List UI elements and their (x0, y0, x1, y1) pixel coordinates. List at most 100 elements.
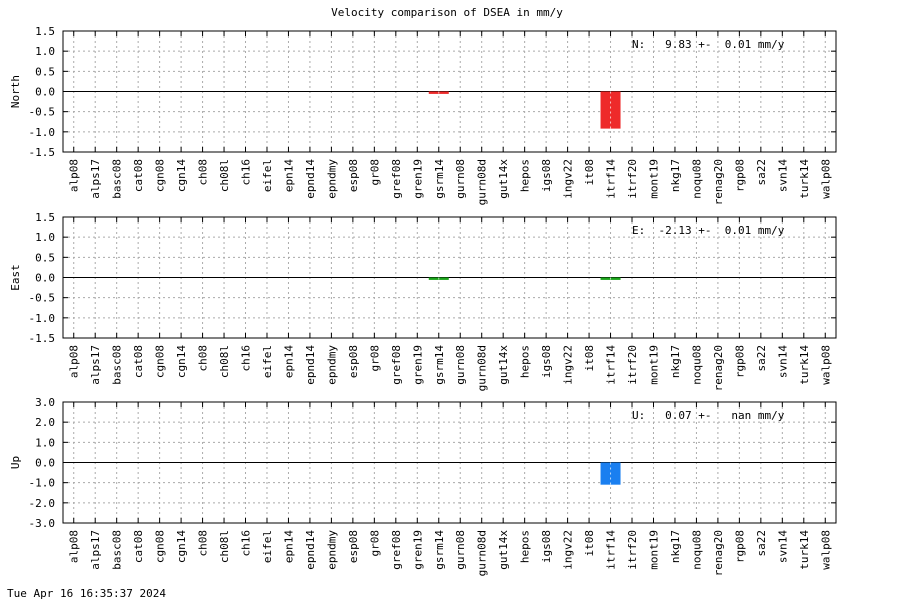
x-tick-label: noqu08 (690, 345, 703, 385)
x-tick-label: itrf14 (605, 530, 618, 570)
x-tick-label: epnd14 (304, 530, 317, 570)
y-axis-label: Up (9, 456, 22, 469)
y-tick-label: 0.0 (35, 272, 55, 285)
y-tick-label: 3.0 (35, 396, 55, 409)
x-tick-label: gr08 (368, 159, 381, 186)
y-tick-label: 0.0 (35, 457, 55, 470)
x-tick-label: mont19 (647, 159, 660, 199)
y-tick-label: 0.0 (35, 86, 55, 99)
x-tick-label: gurn08 (454, 159, 467, 199)
x-tick-label: basc08 (111, 530, 124, 570)
x-tick-label: epnd14 (304, 159, 317, 199)
x-tick-label: walp08 (819, 345, 832, 385)
y-tick-label: -0.5 (29, 106, 56, 119)
x-tick-label: gren19 (411, 530, 424, 570)
x-tick-label: renag20 (712, 530, 725, 576)
x-tick-label: ch16 (240, 345, 253, 372)
x-tick-label: mont19 (647, 345, 660, 385)
x-tick-label: eifel (261, 159, 274, 192)
x-tick-label: gsrm14 (433, 345, 446, 385)
y-axis-label: North (9, 75, 22, 108)
plot-frame (62, 401, 837, 524)
x-tick-label: it08 (583, 530, 596, 557)
y-tick-label: 1.0 (35, 45, 55, 58)
x-tick-label: epndmy (325, 345, 338, 385)
plot-frame (62, 30, 837, 153)
x-tick-label: gurn08d (476, 159, 489, 205)
x-tick-label: hepos (519, 345, 532, 378)
y-tick-label: 1.0 (35, 231, 55, 244)
x-tick-label: ingv22 (562, 345, 575, 385)
x-tick-label: alp08 (68, 530, 81, 563)
y-tick-label: -1.5 (29, 332, 56, 345)
x-tick-label: gref08 (390, 159, 403, 199)
x-tick-label: gurn08d (476, 345, 489, 391)
x-tick-label: epndmy (325, 159, 338, 199)
x-tick-label: ch08l (218, 345, 231, 378)
x-tick-label: alp08 (68, 159, 81, 192)
x-tick-label: epn14 (282, 530, 295, 563)
x-tick-label: gut14x (497, 530, 510, 570)
x-tick-label: gref08 (390, 530, 403, 570)
x-tick-label: epn14 (282, 159, 295, 192)
x-tick-label: cgn14 (175, 530, 188, 563)
x-tick-label: sa22 (755, 345, 768, 372)
y-tick-label: -1.0 (29, 477, 56, 490)
x-tick-label: cat08 (132, 159, 145, 192)
x-tick-label: ch16 (240, 159, 253, 186)
x-tick-label: cgn14 (175, 345, 188, 378)
x-tick-label: cgn14 (175, 159, 188, 192)
x-tick-label: epndmy (325, 530, 338, 570)
x-tick-label: gr08 (368, 530, 381, 557)
x-tick-label: renag20 (712, 159, 725, 205)
y-tick-label: 0.5 (35, 251, 55, 264)
x-tick-label: mont19 (647, 530, 660, 570)
x-tick-label: itrf20 (626, 159, 639, 199)
x-tick-label: nkg17 (669, 530, 682, 563)
x-tick-label: gut14x (497, 345, 510, 385)
x-tick-label: gsrm14 (433, 159, 446, 199)
x-tick-label: ch08 (197, 530, 210, 557)
y-tick-label: 1.5 (35, 211, 55, 224)
x-tick-label: it08 (583, 159, 596, 186)
x-tick-label: turk14 (798, 530, 811, 570)
x-tick-label: gsrm14 (433, 530, 446, 570)
x-tick-label: esp08 (347, 530, 360, 563)
panel-north: 1.5 1.0 0.5 0.0 -0.5 -1.0 -1.5 N: 9.83 +- 0.01 … (9, 25, 837, 205)
y-tick-label: 0.5 (35, 65, 55, 78)
x-tick-label: ch08 (197, 159, 210, 186)
x-tick-label: ch16 (240, 530, 253, 557)
x-tick-label: ch08 (197, 345, 210, 372)
x-tick-label: itrf14 (605, 159, 618, 199)
x-tick-label: igs08 (540, 345, 553, 378)
x-tick-label: sa22 (755, 530, 768, 557)
panel-east: 1.5 1.0 0.5 0.0 -0.5 -1.0 -1.5 E: -2.13 +- 0.01… (9, 211, 837, 391)
x-tick-label: rgp08 (733, 530, 746, 563)
stat-annotation: E: -2.13 +- 0.01 mm/y (632, 224, 785, 237)
stat-annotation: N: 9.83 +- 0.01 mm/y (632, 38, 785, 51)
x-tick-label: svn14 (776, 345, 789, 378)
x-tick-label: walp08 (819, 530, 832, 570)
chart-title: Velocity comparison of DSEA in mm/y (331, 6, 563, 19)
x-tick-label: nkg17 (669, 345, 682, 378)
x-tick-label: igs08 (540, 159, 553, 192)
y-tick-label: -1.5 (29, 146, 56, 159)
stat-annotation: U: 0.07 +- nan mm/y (632, 409, 785, 422)
x-tick-label: gut14x (497, 159, 510, 199)
x-tick-label: cgn08 (154, 530, 167, 563)
bar-itrf14 (600, 91, 621, 129)
x-tick-label: eifel (261, 345, 274, 378)
x-tick-label: nkg17 (669, 159, 682, 192)
x-tick-label: rgp08 (733, 345, 746, 378)
x-tick-label: gurn08 (454, 530, 467, 570)
x-tick-label: it08 (583, 345, 596, 372)
y-tick-label: 2.0 (35, 416, 55, 429)
x-tick-label: epn14 (282, 345, 295, 378)
x-tick-label: alps17 (89, 530, 102, 570)
x-tick-label: itrf20 (626, 345, 639, 385)
x-tick-label: basc08 (111, 159, 124, 199)
y-tick-label: -1.0 (29, 126, 56, 139)
x-tick-label: igs08 (540, 530, 553, 563)
x-tick-label: gr08 (368, 345, 381, 372)
x-tick-label: itrf20 (626, 530, 639, 570)
